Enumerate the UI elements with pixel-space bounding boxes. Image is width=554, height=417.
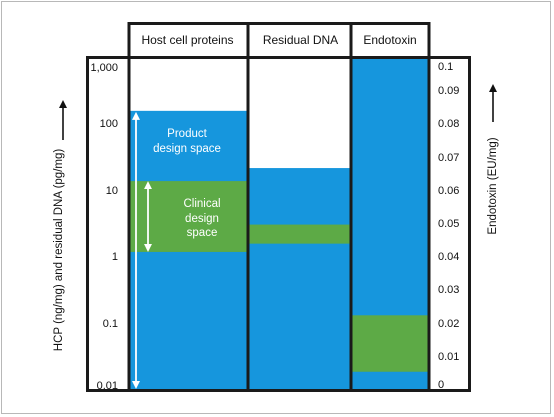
bar-product-dna [249, 168, 350, 390]
right-tick-label: 0.04 [438, 251, 460, 264]
right-tick-label: 0.08 [438, 118, 460, 131]
right-tick-label: 0.09 [438, 85, 460, 98]
right-tick-label: 0.01 [438, 350, 460, 363]
left-up-arrowhead-icon [59, 100, 67, 108]
right-tick-label: 0.03 [438, 284, 460, 297]
left-axis-title: HCP (ng/mg) and residual DNA (pg/mg) [53, 148, 65, 352]
left-tick-label: 1,000 [90, 62, 118, 74]
left-tick-label: 1 [111, 251, 118, 264]
right-tick-label: 0.07 [438, 151, 460, 164]
column-header-hcp: Host cell proteins [141, 33, 234, 47]
right-tick-label: 0.02 [438, 317, 460, 330]
product-design-space-label: Product design space [151, 127, 223, 156]
left-tick-label: 100 [99, 118, 118, 131]
column-header-dna: Residual DNA [262, 33, 339, 47]
bar-clinical-endotoxin [352, 315, 428, 372]
right-tick-label: 0.06 [438, 184, 460, 197]
bar-clinical-dna [249, 224, 350, 244]
left-tick-label: 10 [105, 184, 118, 197]
left-tick-label: 0.01 [96, 380, 118, 392]
chart-outer-border [86, 56, 471, 392]
right-up-arrowhead-icon [489, 84, 497, 92]
clinical-design-space-text: Clinical design space [183, 198, 221, 239]
right-tick-label: 0.05 [438, 218, 460, 230]
right-tick-label: 0.1 [438, 61, 454, 73]
right-axis-title: Endotoxin (EU/mg) [487, 137, 499, 235]
left-tick-label: 0.1 [102, 317, 118, 330]
product-design-space-text: Product design space [153, 128, 221, 155]
clinical-design-space-label: Clinical design space [170, 197, 234, 241]
column-header-endotoxin: Endotoxin [363, 33, 417, 47]
right-tick-label: 0 [438, 379, 445, 391]
